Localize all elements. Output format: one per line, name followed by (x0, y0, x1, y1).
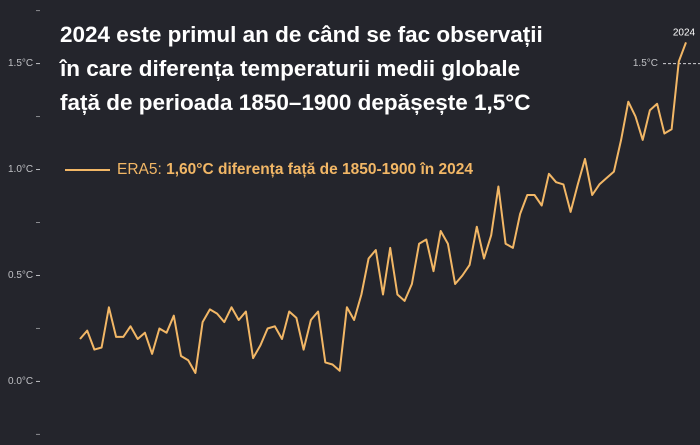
title-line: față de perioada 1850–1900 depășește 1,5… (60, 90, 531, 115)
y-tick-label: 1.5°C (8, 58, 33, 69)
title-line: 2024 este primul an de când se fac obser… (60, 22, 543, 47)
y-tick-label: 1.0°C (8, 164, 33, 175)
legend-note: 1,60°C diferența față de 1850-1900 în 20… (166, 161, 473, 178)
y-tick-label: 0.5°C (8, 270, 33, 281)
title-line: în care diferența temperaturii medii glo… (59, 56, 520, 81)
y-tick-label: 0.0°C (8, 376, 33, 387)
series-line (79, 42, 687, 374)
end-year-label: 2024 (673, 28, 696, 39)
reference-label: 1.5°C (633, 58, 658, 69)
legend: ERA5: 1,60°C diferența față de 1850-1900… (117, 161, 473, 178)
legend-label: ERA5: (117, 161, 162, 178)
